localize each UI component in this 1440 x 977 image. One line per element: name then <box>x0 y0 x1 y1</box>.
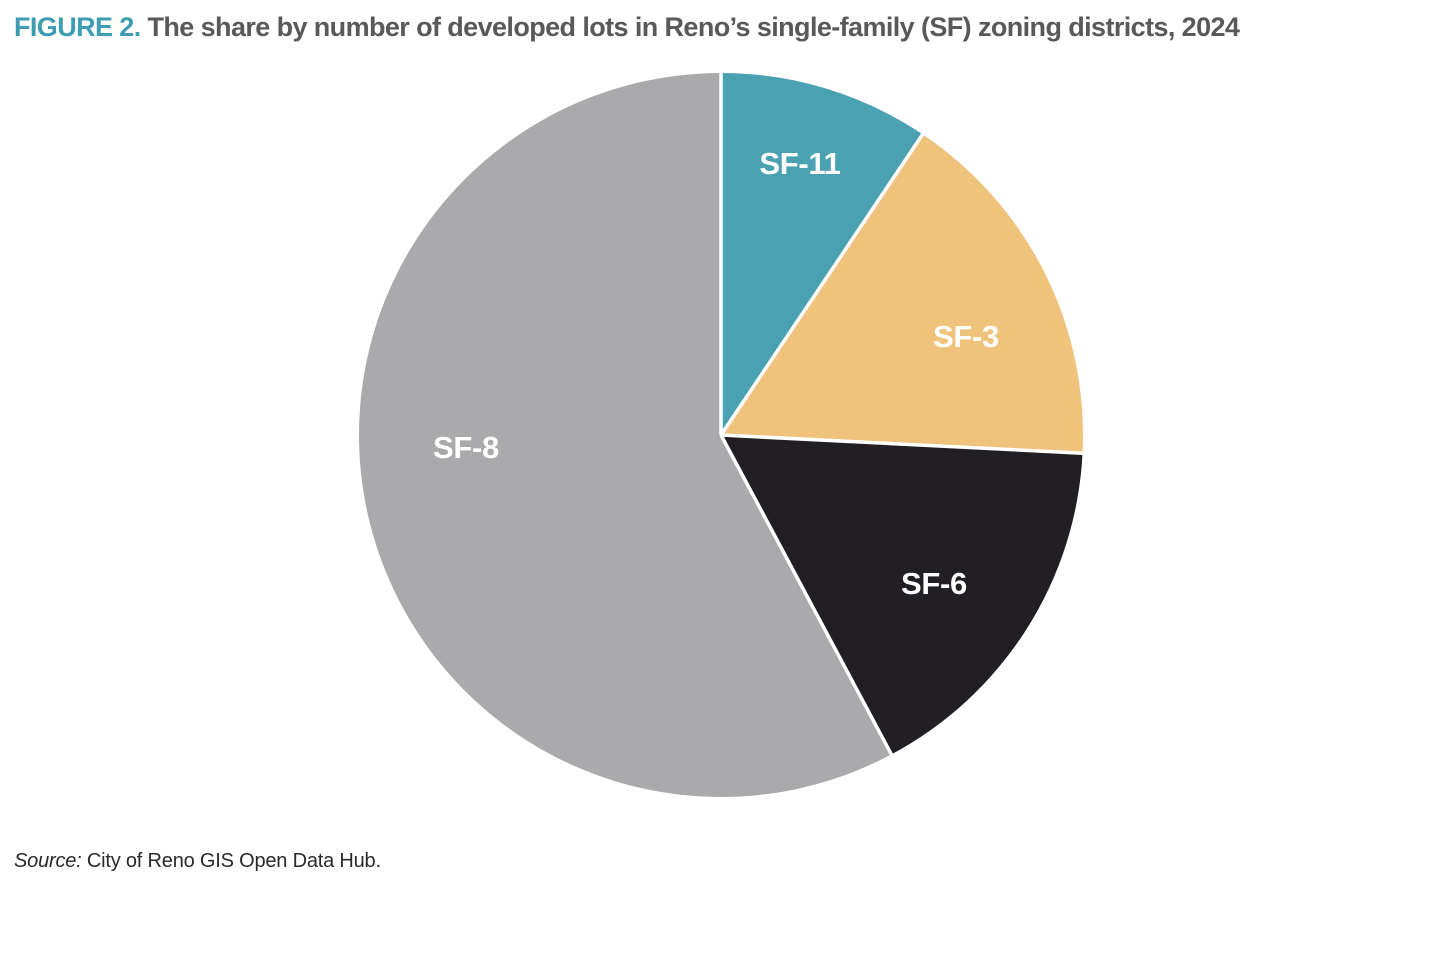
pie-slice-sf-8 <box>358 73 892 797</box>
figure-title: FIGURE 2. The share by number of develop… <box>14 12 1240 43</box>
pie-slice-sf-3 <box>721 134 1083 454</box>
figure-number-label: FIGURE 2. <box>14 12 141 42</box>
pie-slice-sf-11 <box>721 73 923 435</box>
pie-slice-label-sf-11: SF-11 <box>759 146 840 181</box>
slice-separator <box>720 433 1083 455</box>
slice-separator <box>719 434 893 756</box>
pie-slice-label-sf-6: SF-6 <box>901 566 967 601</box>
source-text: City of Reno GIS Open Data Hub. <box>81 850 381 872</box>
pie-slice-sf-6 <box>721 435 1083 755</box>
source-line: Source: City of Reno GIS Open Data Hub. <box>14 850 381 873</box>
pie-slice-label-sf-3: SF-3 <box>933 319 999 354</box>
source-prefix: Source: <box>14 850 82 872</box>
figure-title-text: The share by number of developed lots in… <box>140 12 1240 42</box>
pie-slice-label-sf-8: SF-8 <box>433 430 499 465</box>
slice-separator <box>719 133 925 436</box>
